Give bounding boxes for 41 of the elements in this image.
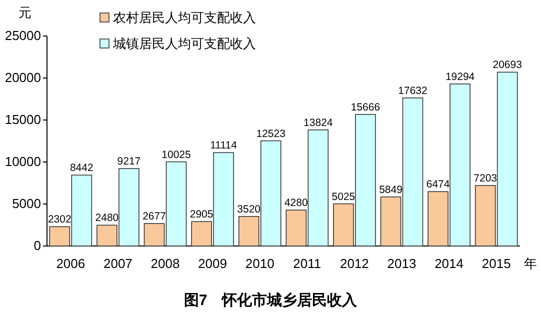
data-label: 7203 [474, 172, 498, 184]
x-tick-label: 2009 [198, 256, 228, 271]
data-label: 2480 [95, 212, 119, 224]
data-label: 19294 [445, 70, 475, 83]
x-tick-label: 2014 [434, 256, 464, 271]
data-label: 3520 [237, 203, 261, 216]
data-label: 10025 [162, 148, 192, 161]
text: 图7 怀化市城乡居民收入 [184, 291, 358, 309]
y-tick-label: 25000 [4, 28, 41, 43]
x-tick-label: 2007 [103, 256, 132, 271]
data-label: 5025 [332, 190, 356, 203]
y-tick-label: 15000 [4, 112, 41, 127]
data-label: 15666 [350, 101, 380, 114]
y-tick-label: 20000 [4, 70, 41, 85]
legend-label: 农村居民人均可支配收入 [113, 10, 256, 25]
x-tick-label: 2015 [482, 256, 511, 271]
x-tick-label: 2011 [293, 256, 322, 271]
data-label: 2677 [142, 210, 166, 223]
data-label: 12523 [256, 128, 286, 140]
x-tick-label: 2013 [387, 256, 416, 271]
x-axis-title: 年 [524, 256, 537, 271]
data-label: 2302 [48, 214, 72, 226]
x-tick-label: 2006 [56, 256, 86, 271]
data-label: 4280 [284, 197, 308, 210]
data-label: 17632 [398, 84, 428, 97]
y-tick-label: 0 [34, 238, 41, 253]
data-label: 9217 [117, 156, 141, 168]
y-axis-title: 元 [18, 5, 32, 20]
data-label: 2905 [190, 208, 214, 221]
y-tick-label: 10000 [4, 154, 41, 169]
x-tick-label: 2008 [150, 256, 180, 271]
x-tick-label: 2012 [340, 256, 369, 271]
data-label: 20693 [492, 59, 522, 72]
data-label: 8442 [70, 162, 94, 174]
y-tick-label: 5000 [12, 196, 41, 211]
data-label: 13824 [304, 116, 333, 129]
data-label: 5849 [379, 184, 403, 196]
data-label: 6474 [426, 178, 450, 191]
data-label: 11114 [210, 140, 238, 152]
x-tick-label: 2010 [245, 256, 274, 271]
legend-label: 城镇居民人均可支配收入 [112, 36, 256, 51]
